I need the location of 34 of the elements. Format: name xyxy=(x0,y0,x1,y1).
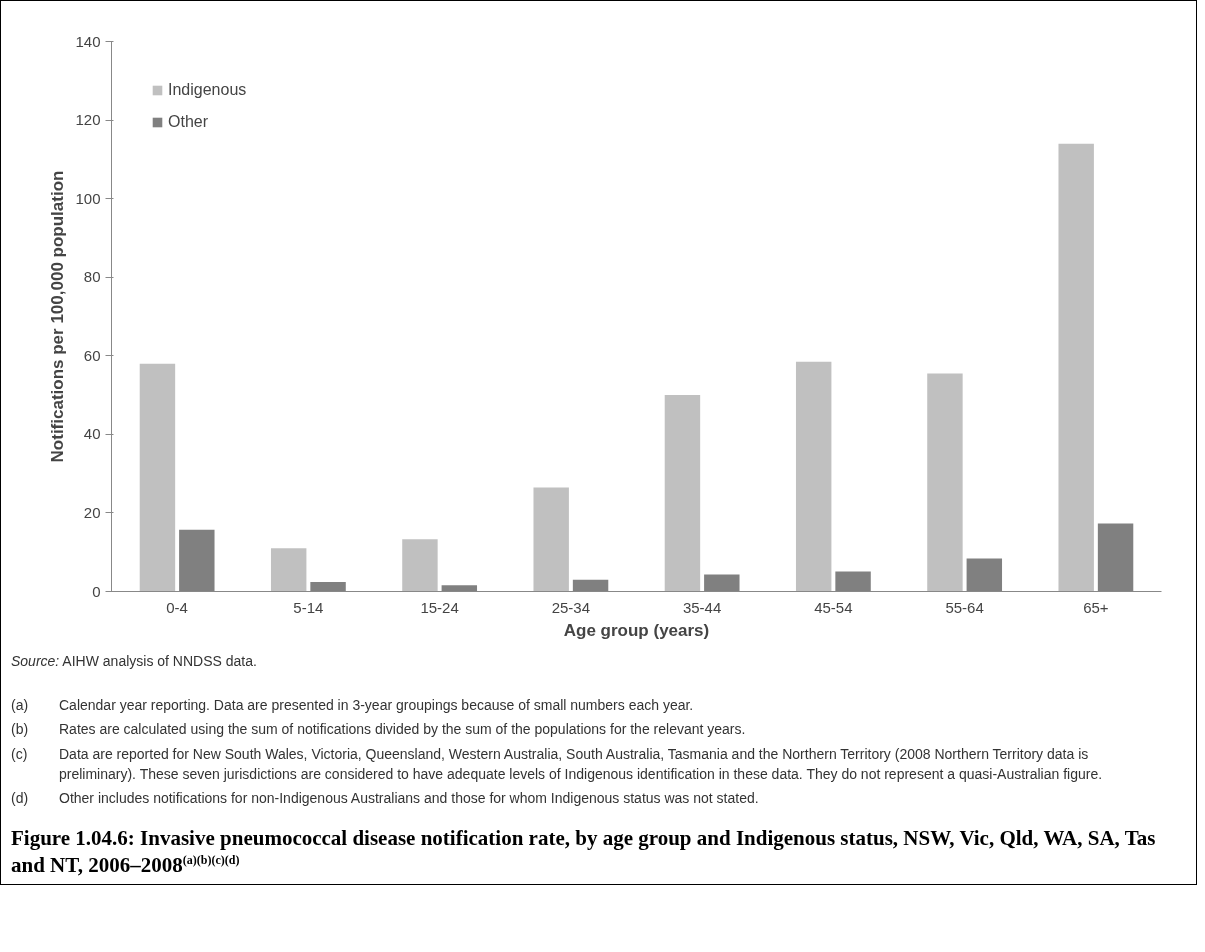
x-tick-label: 5-14 xyxy=(293,598,324,616)
bar xyxy=(664,395,701,592)
bar xyxy=(139,363,176,592)
x-tick-label: 55-64 xyxy=(945,598,984,616)
y-tick-label: 80 xyxy=(83,268,101,286)
y-tick-label: 40 xyxy=(83,425,101,443)
bar xyxy=(1058,143,1094,592)
x-tick-label: 15-24 xyxy=(420,598,459,616)
text: (d) Other includes notifications for non-Indigenous Australians and those for whom Indigenous status was not stated. xyxy=(11,790,759,807)
y-tick-label: 140 xyxy=(75,32,101,50)
y-tick-label: 0 xyxy=(92,582,101,600)
text: (a) Calendar year reporting. Data are presented in 3-year groupings because of small numbers each year. xyxy=(11,697,694,714)
y-tick-label: 60 xyxy=(83,346,101,364)
x-tick-label: 35-44 xyxy=(682,598,722,616)
y-tick-label: 20 xyxy=(83,503,101,521)
bar xyxy=(533,487,569,592)
y-tick-label: 120 xyxy=(75,111,101,129)
bar xyxy=(270,548,307,592)
text: Figure 1.04.6: Invasive pneumococcal disease notification rate, by age group and Indigenous status, NSW, Vic, Qld, WA, SA, Tas and NT, 2006–2008$^{(a)(b)(c)(d)}$ xyxy=(11,824,1157,879)
x-tick-label: 25-34 xyxy=(551,598,591,616)
source-note: Source: AIHW analysis of NNDSS data. xyxy=(11,652,257,671)
x-tick-label: 45-54 xyxy=(814,598,853,616)
bar xyxy=(402,539,438,592)
text: (b) Rates are calculated using the sum of notifications divided by the sum of the populations for the relevant years. xyxy=(11,721,746,738)
x-axis-title: Age group (years) xyxy=(563,620,710,640)
y-axis-title: Notifications per 100,000 population xyxy=(48,170,68,463)
bar xyxy=(795,361,832,592)
x-tick-label: 0-4 xyxy=(166,598,188,616)
bar xyxy=(927,373,963,592)
x-tick-label: 65+ xyxy=(1083,598,1109,616)
text: (c) Data are reported for New South Wales, Victoria, Queensland, Western Australia, South Australia, Tasmania and the Northern Territory (2008 Northern Territory data is preliminary). These seven jurisdictions are considered to have adequate levels of Indigenous identification in these data. They do not represent a quasi-Australian figure. xyxy=(11,745,1103,783)
y-tick-label: 100 xyxy=(75,189,101,207)
legend-label: Other xyxy=(168,113,209,131)
legend-label: Indigenous xyxy=(168,81,247,99)
